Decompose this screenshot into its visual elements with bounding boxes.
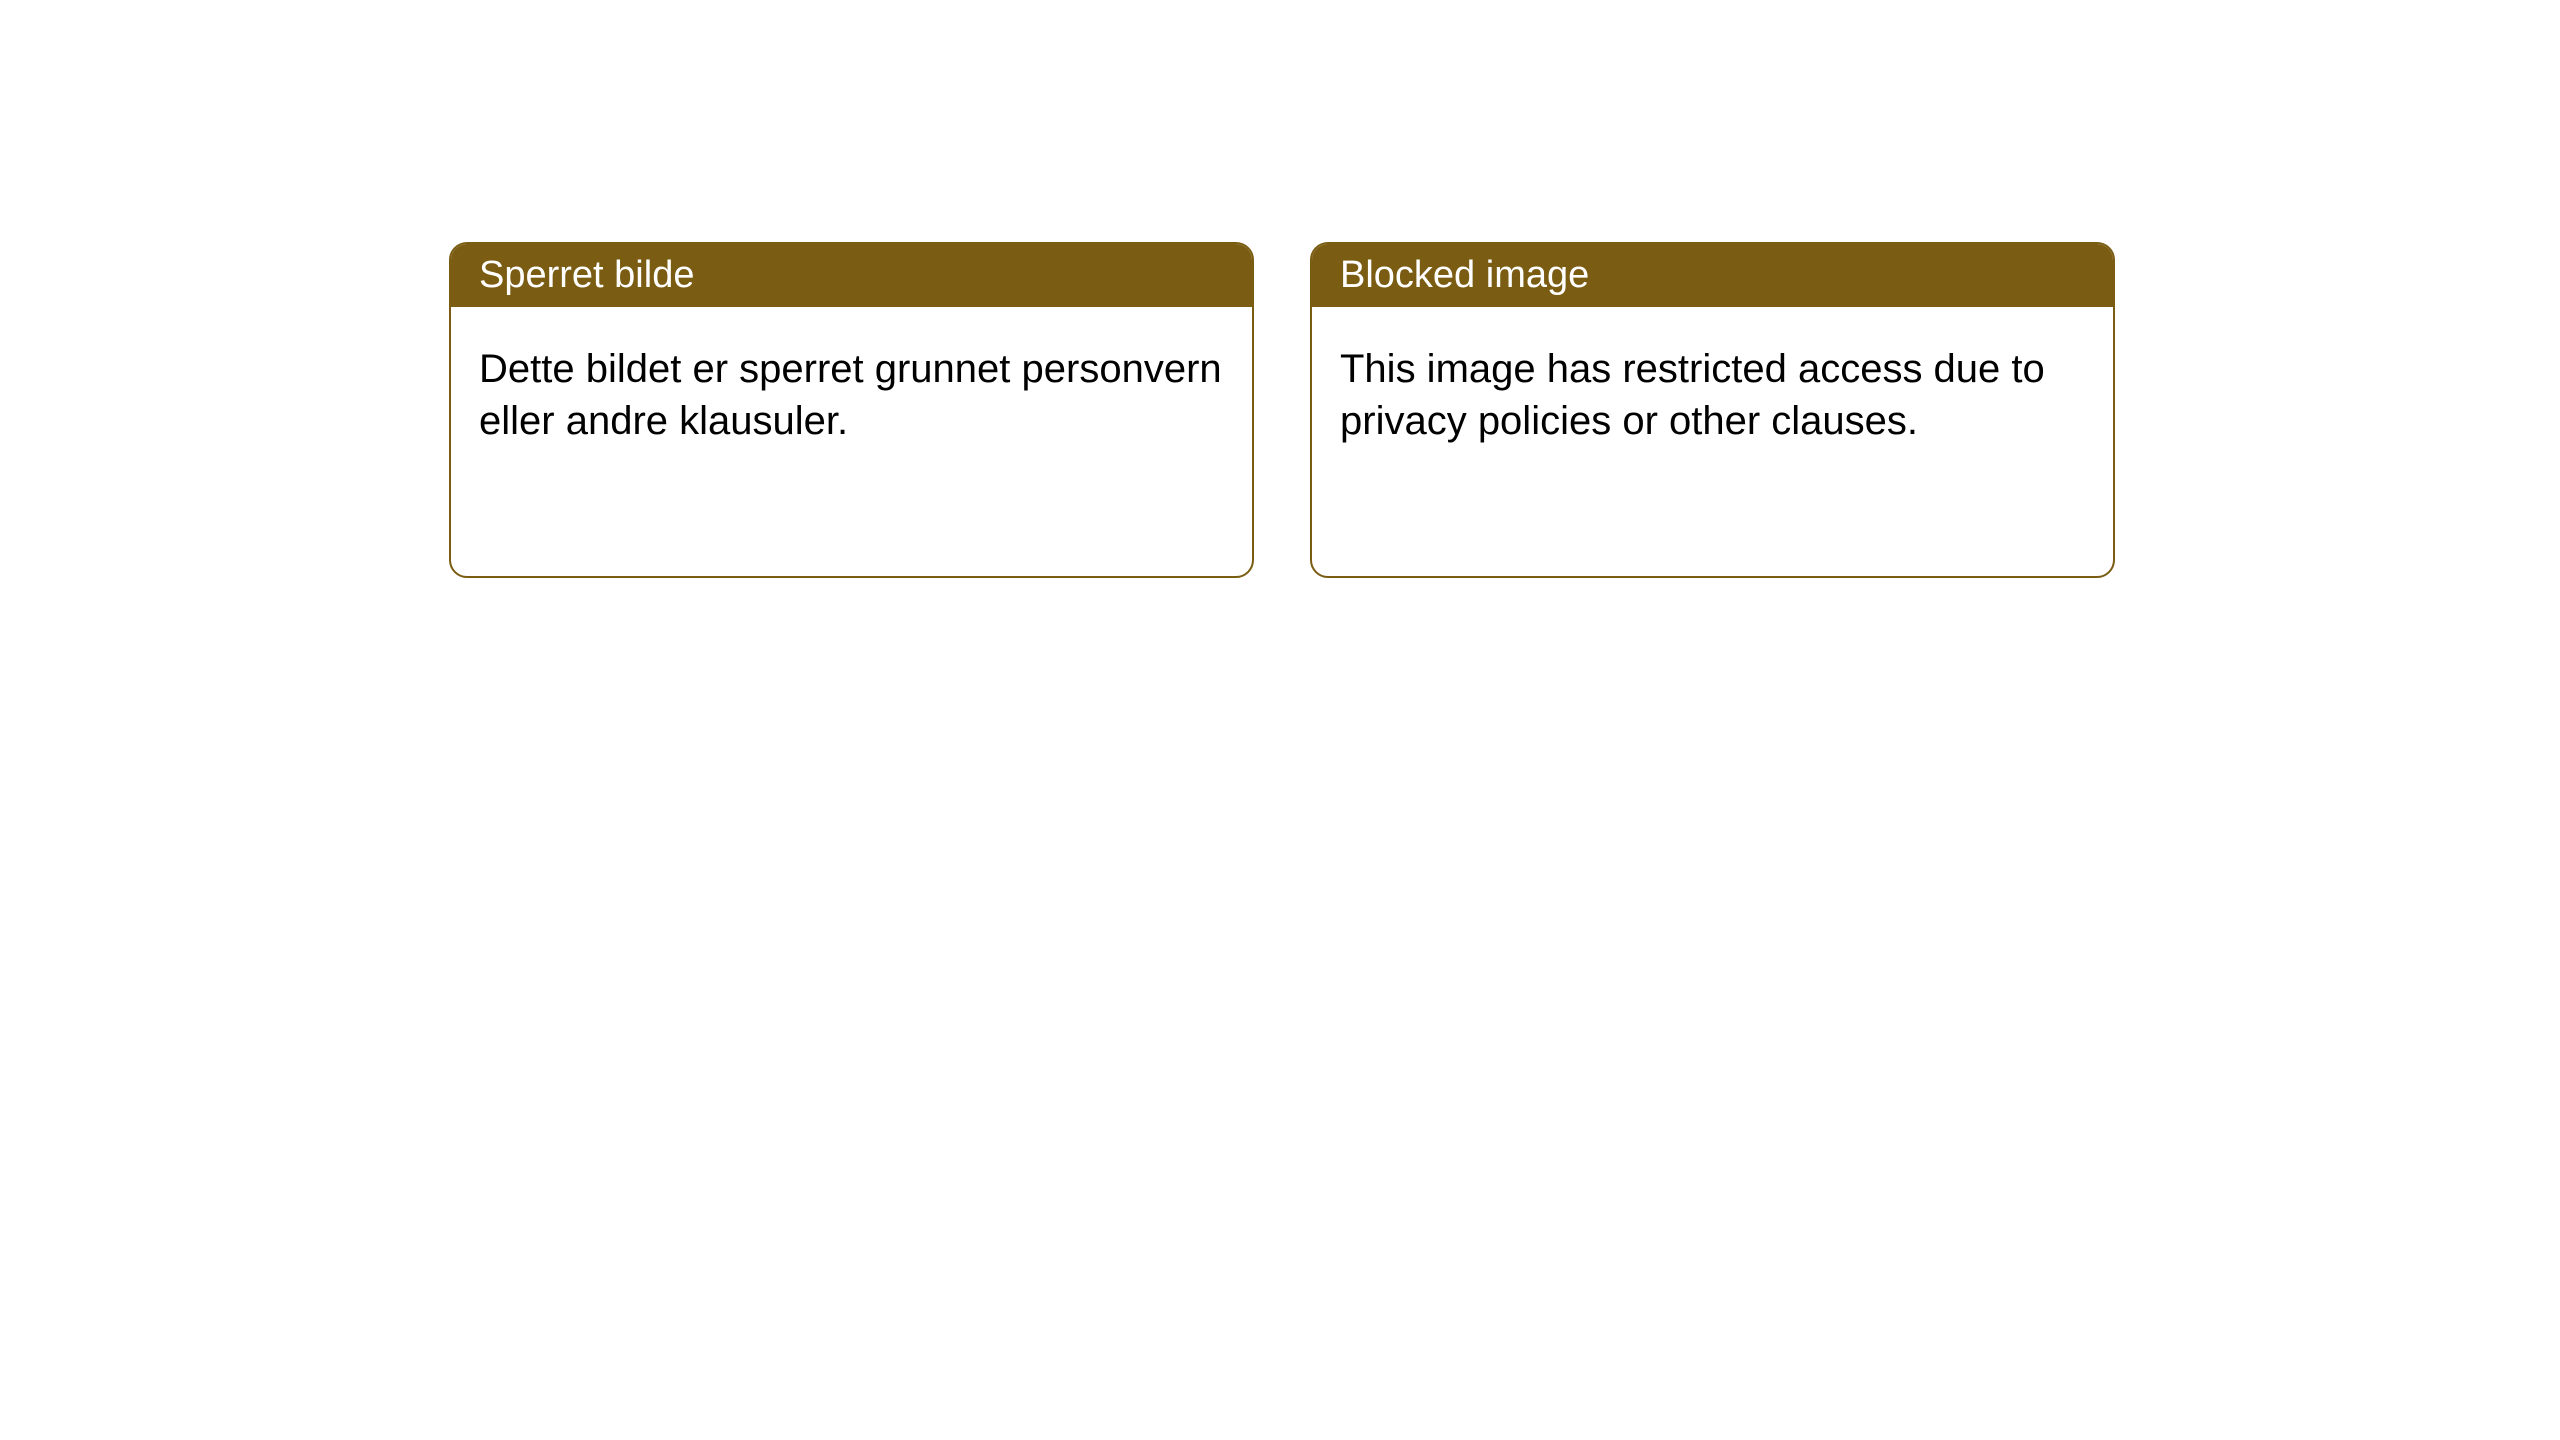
notice-message: This image has restricted access due to … <box>1340 347 2045 443</box>
notice-card-norwegian: Sperret bilde Dette bildet er sperret gr… <box>449 242 1254 578</box>
notice-container: Sperret bilde Dette bildet er sperret gr… <box>0 0 2560 578</box>
notice-header-english: Blocked image <box>1312 244 2113 307</box>
notice-body-english: This image has restricted access due to … <box>1312 307 2113 483</box>
notice-title: Blocked image <box>1340 254 1589 296</box>
notice-message: Dette bildet er sperret grunnet personve… <box>479 347 1222 443</box>
notice-card-english: Blocked image This image has restricted … <box>1310 242 2115 578</box>
notice-title: Sperret bilde <box>479 254 694 296</box>
notice-header-norwegian: Sperret bilde <box>451 244 1252 307</box>
notice-body-norwegian: Dette bildet er sperret grunnet personve… <box>451 307 1252 483</box>
